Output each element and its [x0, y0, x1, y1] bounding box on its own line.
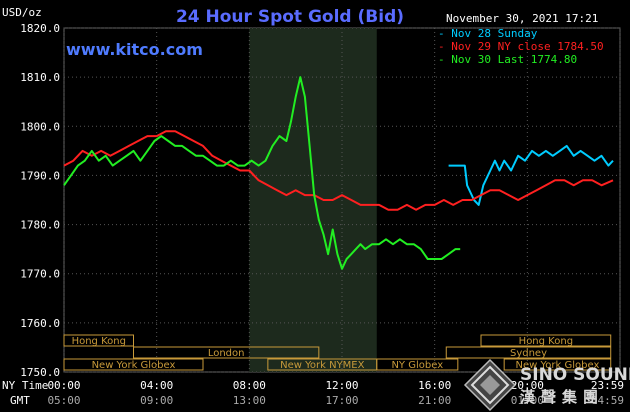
y-tick-label: 1750.0: [20, 366, 60, 379]
watermark-text-cn: 漢聲集團: [520, 388, 604, 406]
x-tick-ny: 12:00: [325, 379, 358, 392]
session-label: New York Globex: [516, 360, 600, 371]
y-tick-label: 1790.0: [20, 169, 60, 182]
ny-time-label: NY Time: [2, 379, 48, 392]
diamond-logo-icon: [463, 358, 517, 412]
session-label: NY Globex: [391, 360, 443, 371]
x-tick-ny: 23:59: [591, 379, 624, 392]
session-label: London: [208, 348, 245, 359]
session-label: Hong Kong: [519, 336, 573, 347]
series-line: [63, 76, 461, 270]
x-tick-ny: 08:00: [233, 379, 266, 392]
y-tick-label: 1810.0: [20, 71, 60, 84]
session-bar: [503, 358, 612, 371]
series-line: [63, 130, 614, 211]
y-axis-unit: USD/oz: [2, 6, 42, 19]
series-line: [448, 144, 614, 206]
legend-entry: - Nov 29 NY close 1784.50: [438, 40, 604, 53]
price-series: [63, 76, 614, 270]
watermark: SINO SOUND 漢聲集團: [463, 358, 630, 412]
x-axis-ticks: 00:00 05:00 04:00 09:00 08:00 13:00 12:00 17:00…: [47, 379, 624, 407]
session-bar: [376, 358, 459, 371]
x-tick-gmt: 04:59: [591, 394, 624, 407]
y-tick-label: 1820.0: [20, 22, 60, 35]
trading-sessions: Hong Kong London New York Globex New York N…: [63, 334, 612, 371]
session-label: New York Globex: [92, 360, 176, 371]
legend-entry: - Nov 28 Sunday: [438, 27, 538, 40]
timestamp: November 30, 2021 17:21: [446, 12, 598, 25]
session-bar: [63, 358, 204, 371]
gmt-label: GMT: [10, 394, 30, 407]
x-tick-gmt: 17:00: [325, 394, 358, 407]
session-bar: [480, 334, 612, 347]
x-tick-gmt: 05:00: [47, 394, 80, 407]
chart-title: 24 Hour Spot Gold (Bid): [176, 7, 404, 27]
x-tick-ny: 00:00: [47, 379, 80, 392]
x-tick-ny: 20:00: [511, 379, 544, 392]
y-tick-label: 1760.0: [20, 317, 60, 330]
legend: - Nov 28 Sunday- Nov 29 NY close 1784.50…: [438, 27, 604, 66]
x-tick-gmt: 01:00: [511, 394, 544, 407]
y-tick-label: 1770.0: [20, 268, 60, 281]
x-tick-gmt: 09:00: [140, 394, 173, 407]
x-tick-ny: 16:00: [418, 379, 451, 392]
legend-entry: - Nov 30 Last 1774.80: [438, 53, 577, 66]
x-tick-gmt: 21:00: [418, 394, 451, 407]
y-tick-label: 1780.0: [20, 219, 60, 232]
watermark-text-en: SINO SOUND: [520, 365, 630, 385]
y-tick-label: 1800.0: [20, 120, 60, 133]
y-axis-ticks: 1750.0 1760.0 1770.0 1780.0 1790.0 1800.0 1810…: [20, 22, 60, 379]
session-label: Sydney: [510, 348, 547, 359]
x-tick-gmt: 13:00: [233, 394, 266, 407]
session-bar: [445, 346, 612, 359]
grid-lines: [63, 27, 621, 373]
source-url[interactable]: www.kitco.com: [66, 40, 203, 59]
session-label: Hong Kong: [72, 336, 126, 347]
x-tick-ny: 04:00: [140, 379, 173, 392]
session-bar: [133, 346, 320, 359]
session-bar: [63, 334, 134, 347]
session-label: New York NYMEX: [280, 360, 365, 371]
nymex-session-band: [249, 28, 377, 372]
